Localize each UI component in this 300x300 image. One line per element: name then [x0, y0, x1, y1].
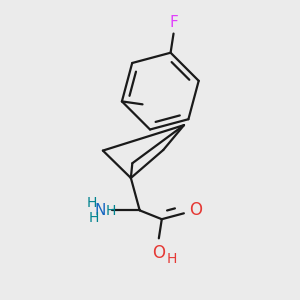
Text: H: H: [106, 204, 116, 218]
Text: H: H: [88, 211, 99, 225]
Text: N: N: [94, 203, 106, 218]
Text: O: O: [152, 244, 165, 262]
Text: O: O: [189, 201, 202, 219]
Text: F: F: [169, 15, 178, 30]
Text: H: H: [167, 253, 178, 266]
Text: H: H: [86, 196, 97, 210]
